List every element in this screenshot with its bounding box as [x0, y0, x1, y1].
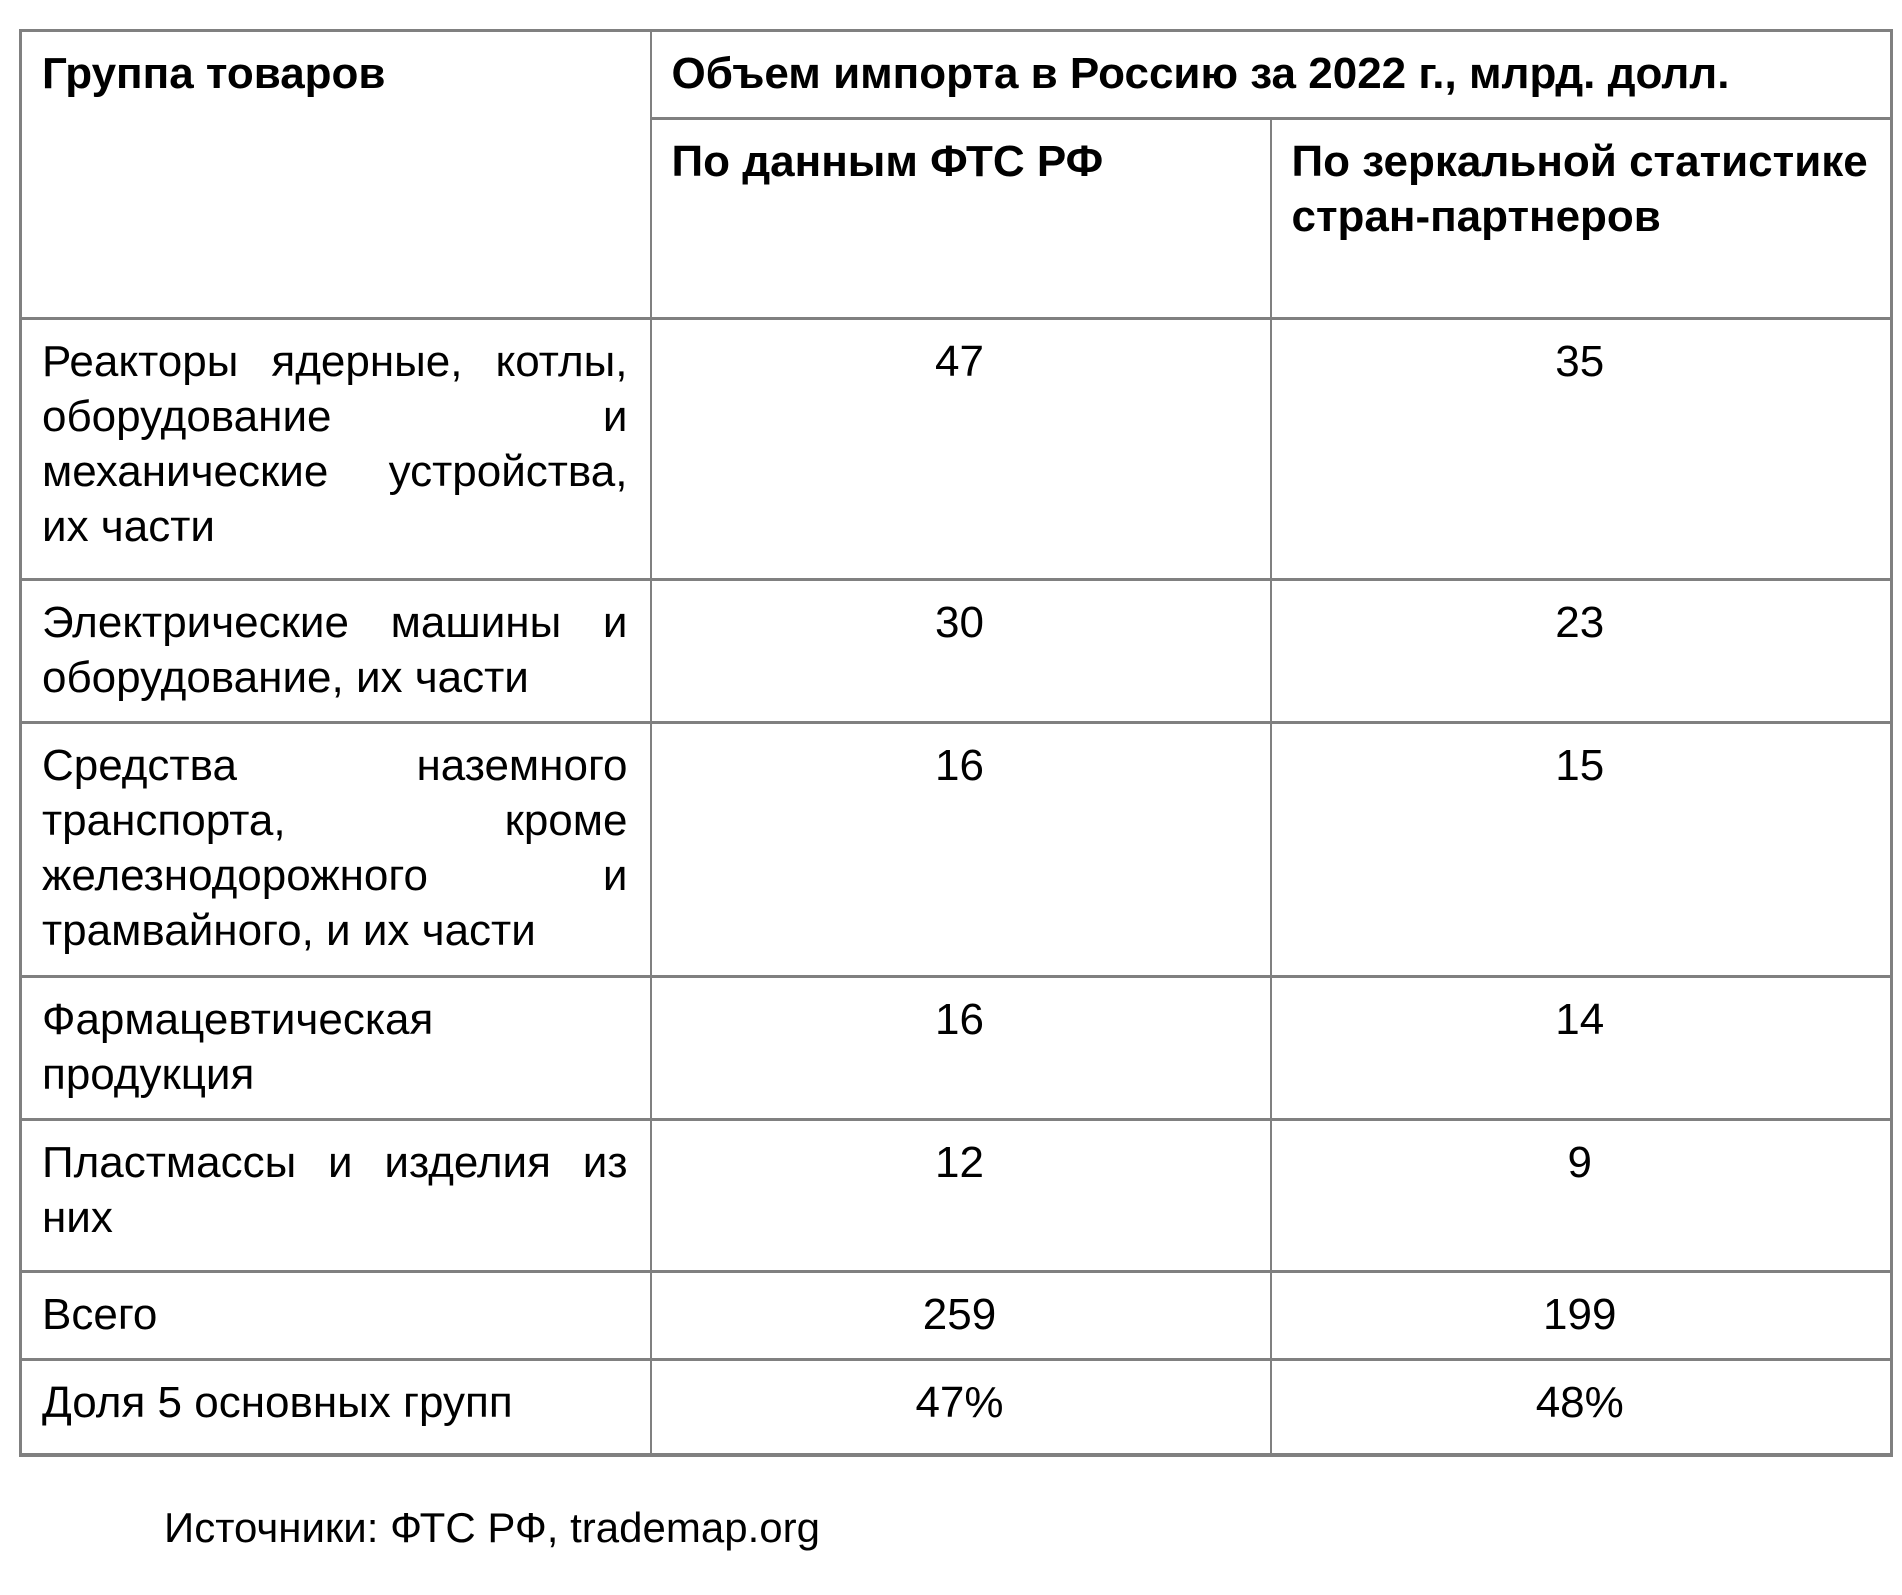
mirror-value: 15	[1269, 721, 1893, 978]
mirror-value: 23	[1269, 578, 1893, 724]
mirror-value: 14	[1269, 975, 1893, 1121]
group-label: Фармацевтическая продукция	[19, 975, 652, 1121]
column-header-import-volume: Объем импорта в Россию за 2022 г., млрд.…	[649, 29, 1893, 120]
table-row-plastics: Пластмассы и изделия из них 12 9	[19, 1118, 1893, 1273]
mirror-total-value: 199	[1269, 1270, 1893, 1361]
group-label: Пластмассы и изделия из них	[19, 1118, 652, 1273]
total-label: Всего	[19, 1270, 652, 1361]
fts-value: 16	[649, 975, 1272, 1121]
header-row-sub: По данным ФТС РФ По зеркальной статистик…	[21, 117, 1893, 320]
column-header-fts: По данным ФТС РФ	[649, 117, 1272, 320]
fts-share-value: 47%	[649, 1358, 1272, 1456]
import-volume-table: Группа товаров Объем импорта в Россию за…	[19, 29, 1893, 1457]
mirror-share-value: 48%	[1269, 1358, 1893, 1456]
table-row-pharma: Фармацевтическая продукция 16 14	[19, 975, 1893, 1121]
fts-value: 30	[649, 578, 1272, 724]
group-label: Электрические машины и оборудование, их …	[19, 578, 652, 724]
table-row-share-top5: Доля 5 основных групп 47% 48%	[19, 1358, 1893, 1456]
group-label: Реакторы ядерные, котлы, оборудование и …	[19, 317, 652, 581]
table-row-ground-transport: Средства наземного транспорта, кроме жел…	[19, 721, 1893, 978]
table-row-total: Всего 259 199	[19, 1270, 1893, 1361]
mirror-value: 9	[1269, 1118, 1893, 1273]
source-note: Источники: ФТС РФ, trademap.org	[164, 1503, 820, 1551]
table-row-electric-machines: Электрические машины и оборудование, их …	[19, 578, 1893, 724]
share-label: Доля 5 основных групп	[19, 1358, 652, 1456]
column-header-mirror-stats: По зеркальной статистике стран-партнеров	[1269, 117, 1893, 320]
column-header-group: Группа товаров	[19, 29, 652, 320]
fts-total-value: 259	[649, 1270, 1272, 1361]
mirror-value: 35	[1269, 317, 1893, 581]
table-row-reactors: Реакторы ядерные, котлы, оборудование и …	[19, 317, 1893, 581]
fts-value: 12	[649, 1118, 1272, 1273]
page: Группа товаров Объем импорта в Россию за…	[0, 29, 1902, 1595]
group-label: Средства наземного транспорта, кроме жел…	[19, 721, 652, 978]
fts-value: 16	[649, 721, 1272, 978]
fts-value: 47	[649, 317, 1272, 581]
header-row-main: Группа товаров Объем импорта в Россию за…	[19, 29, 1893, 320]
